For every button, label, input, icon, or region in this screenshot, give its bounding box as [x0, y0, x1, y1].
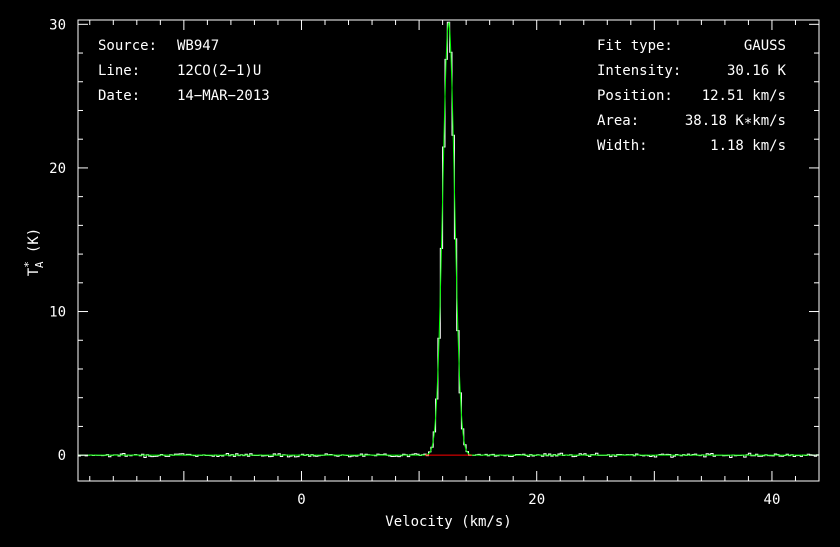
x-axis-label: Velocity (km/s) — [385, 514, 511, 530]
axis-ticks — [78, 20, 820, 481]
info-left-label: Source: — [98, 38, 157, 54]
info-right-label: Fit type: — [597, 38, 673, 54]
info-right-value: GAUSS — [744, 38, 786, 54]
y-tick-label: 20 — [49, 161, 66, 177]
y-axis-label: T*A (K) — [22, 228, 46, 276]
gaussian-fit-line — [78, 21, 819, 456]
x-tick-label: 40 — [764, 492, 781, 508]
plot-frame — [77, 19, 820, 482]
info-right-label: Intensity: — [597, 63, 681, 79]
info-left-value: WB947 — [177, 38, 219, 54]
info-right-value: 12.51 km/s — [702, 88, 786, 104]
info-right-value: 1.18 km/s — [710, 138, 786, 154]
y-tick-label: 0 — [58, 448, 66, 464]
axis-labels: 0 20 40 0 10 20 30 Velocity (km/s) T*A (K) — [22, 17, 780, 530]
info-left-value: 14−MAR−2013 — [177, 88, 270, 104]
info-left-label: Date: — [98, 88, 140, 104]
info-right-label: Area: — [597, 113, 639, 129]
info-left-label: Line: — [98, 63, 140, 79]
x-tick-label: 0 — [297, 492, 305, 508]
info-right-value: 30.16 K — [727, 63, 787, 79]
info-text: Source: WB947 Line: 12CO(2−1)U Date: 14−MAR−2… — [98, 38, 787, 154]
y-tick-label: 10 — [49, 305, 66, 321]
y-tick-label: 30 — [49, 17, 66, 33]
info-right-label: Position: — [597, 88, 673, 104]
info-left-value: 12CO(2−1)U — [177, 63, 261, 79]
info-right-value: 38.18 K∗km/s — [685, 113, 786, 129]
info-right-label: Width: — [597, 138, 648, 154]
x-tick-label: 20 — [528, 492, 545, 508]
plot-marks — [78, 21, 819, 458]
